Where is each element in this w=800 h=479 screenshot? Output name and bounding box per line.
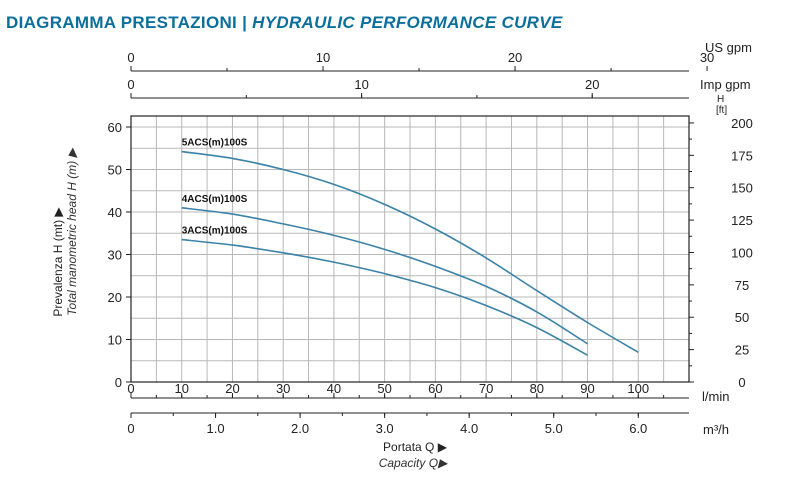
imp-gpm-tick-label: 10 [354,77,368,92]
y-tick-label: 10 [108,333,122,348]
m3h-tick-label: 1.0 [207,421,225,436]
imp-gpm-tick-label: 0 [127,77,134,92]
y-tick-label: 60 [108,120,122,135]
series-group: 5ACS(m)100S 4ACS(m)100S 3ACS(m)100S [181,138,639,356]
header-title-english: HYDRAULIC PERFORMANCE CURVE [252,13,563,32]
ft-tick-label: 0 [738,375,745,390]
lmin-tick-label: 60 [428,381,442,396]
x-axis-title: Portata Q ▶ [383,440,448,454]
m3h-tick-label: 3.0 [376,421,394,436]
ft-tick-label: 125 [731,213,753,228]
y-tick-label: 30 [108,248,122,263]
y-tick-label: 40 [108,205,122,220]
y-axis-title: Prevalenza H (mt) ▶ [51,207,65,317]
imp-gpm-tick-label: 20 [585,77,599,92]
y-tick-label: 0 [115,375,122,390]
ft-tick-label: 50 [735,310,749,325]
ft-tick-label: 75 [735,278,749,293]
y-axis-title-english: Total manometric head H (m) ▶ [65,147,79,315]
m3h-tick-label: 4.0 [460,421,478,436]
m3h-tick-label: 5.0 [545,421,563,436]
lmin-tick-label: 40 [327,381,341,396]
lmin-unit-label: l/min [702,389,729,404]
series-line [181,150,639,353]
lmin-tick-label: 70 [479,381,493,396]
lmin-tick-label: 100 [627,381,649,396]
ft-tick-label: 150 [731,181,753,196]
y-tick-label: 20 [108,290,122,305]
lmin-tick-label: 30 [276,381,290,396]
ft-tick-label: 25 [735,343,749,358]
lmin-tick-label: 80 [530,381,544,396]
series-label: 4ACS(m)100S [182,194,248,205]
m3h-unit-label: m³/h [703,422,729,437]
x-axis-title-english: Capacity Q▶ [379,456,448,470]
y-tick-label: 50 [108,163,122,178]
us-gpm-unit-label: US gpm [705,40,752,55]
feet-axis-unit-h: H [717,94,724,105]
us-gpm-tick-label: 10 [316,50,330,65]
us-gpm-tick-label: 30 [700,50,714,65]
series-line [181,207,588,345]
grid [131,116,689,382]
m3h-tick-label: 2.0 [291,421,309,436]
us-gpm-tick-label: 20 [508,50,522,65]
header-title-italian: DIAGRAMMA PRESTAZIONI | [6,13,252,32]
lmin-tick-label: 90 [580,381,594,396]
header-title: DIAGRAMMA PRESTAZIONI | HYDRAULIC PERFOR… [6,13,563,32]
lmin-tick-label: 20 [225,381,239,396]
ft-tick-label: 175 [731,148,753,163]
us-gpm-tick-label: 0 [127,50,134,65]
ft-tick-label: 100 [731,245,753,260]
imp-gpm-unit-label: Imp gpm [700,77,751,92]
series-5acs-m-100s: 5ACS(m)100S [181,138,639,353]
m3h-tick-label: 6.0 [629,421,647,436]
feet-axis-unit-ft: [ft] [716,105,727,116]
series-3acs-m-100s: 3ACS(m)100S [181,226,588,356]
series-4acs-m-100s: 4ACS(m)100S [181,194,588,345]
plot-frame [130,115,690,383]
m3h-tick-label: 0 [127,421,134,436]
lmin-tick-label: 0 [127,381,134,396]
series-label: 5ACS(m)100S [182,138,248,149]
series-label: 3ACS(m)100S [182,226,248,237]
lmin-tick-label: 10 [174,381,188,396]
series-line [181,238,588,356]
lmin-tick-label: 50 [377,381,391,396]
ft-tick-label: 200 [731,116,753,131]
